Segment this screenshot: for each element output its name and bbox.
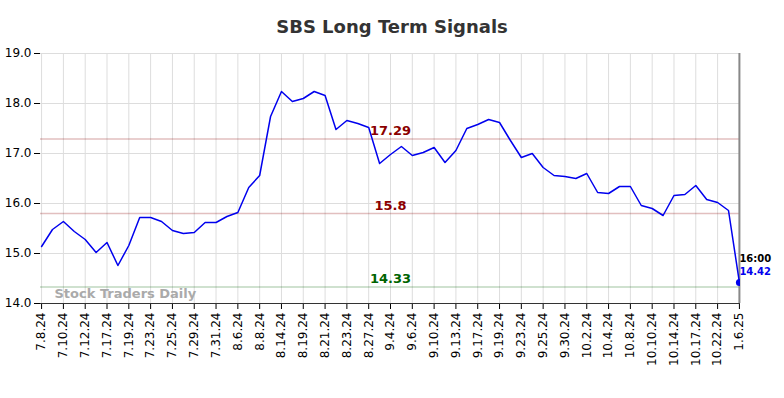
svg-text:7.25.24: 7.25.24 <box>165 313 179 359</box>
svg-text:7.10.24: 7.10.24 <box>56 313 70 359</box>
svg-text:7.8.24: 7.8.24 <box>34 313 48 351</box>
svg-text:17.29: 17.29 <box>370 123 411 138</box>
svg-text:9.6.24: 9.6.24 <box>405 313 419 351</box>
svg-text:9.13.24: 9.13.24 <box>449 313 463 359</box>
svg-text:8.27.24: 8.27.24 <box>362 313 376 359</box>
svg-text:14.33: 14.33 <box>370 271 411 286</box>
svg-text:19.0: 19.0 <box>5 46 32 60</box>
svg-text:16.0: 16.0 <box>5 196 32 210</box>
svg-text:7.19.24: 7.19.24 <box>122 313 136 359</box>
svg-text:16:00: 16:00 <box>739 253 771 264</box>
svg-text:10.17.24: 10.17.24 <box>689 313 703 366</box>
svg-text:9.30.24: 9.30.24 <box>558 313 572 359</box>
svg-text:7.29.24: 7.29.24 <box>187 313 201 359</box>
svg-text:9.25.24: 9.25.24 <box>536 313 550 359</box>
html-text:SBS Long Term Signals: SBS Long Term Signals <box>276 16 508 37</box>
svg-text:10.10.24: 10.10.24 <box>645 313 659 366</box>
svg-text:14.0: 14.0 <box>5 296 32 310</box>
svg-text:8.14.24: 8.14.24 <box>274 313 288 359</box>
svg-text:7.31.24: 7.31.24 <box>209 313 223 359</box>
svg-text:14.42: 14.42 <box>739 266 771 277</box>
svg-text:15.0: 15.0 <box>5 246 32 260</box>
svg-text:10.8.24: 10.8.24 <box>623 313 637 359</box>
svg-text:9.10.24: 9.10.24 <box>427 313 441 359</box>
svg-text:7.17.24: 7.17.24 <box>100 313 114 359</box>
svg-text:9.23.24: 9.23.24 <box>514 313 528 359</box>
svg-text:8.21.24: 8.21.24 <box>318 313 332 359</box>
svg-text:10.14.24: 10.14.24 <box>667 313 681 366</box>
svg-text:7.23.24: 7.23.24 <box>143 313 157 359</box>
svg-text:9.17.24: 9.17.24 <box>471 313 485 359</box>
svg-text:10.2.24: 10.2.24 <box>580 313 594 359</box>
svg-text:8.19.24: 8.19.24 <box>296 313 310 359</box>
svg-text:10.22.24: 10.22.24 <box>710 313 724 366</box>
svg-text:1.6.25: 1.6.25 <box>732 313 746 351</box>
svg-text:Stock Traders Daily: Stock Traders Daily <box>55 286 197 301</box>
svg-text:9.4.24: 9.4.24 <box>383 313 397 351</box>
svg-text:18.0: 18.0 <box>5 96 32 110</box>
svg-text:15.8: 15.8 <box>374 198 406 213</box>
svg-text:8.6.24: 8.6.24 <box>231 313 245 351</box>
svg-text:7.12.24: 7.12.24 <box>78 313 92 359</box>
svg-text:8.8.24: 8.8.24 <box>252 313 266 351</box>
svg-text:8.23.24: 8.23.24 <box>340 313 354 359</box>
svg-text:10.4.24: 10.4.24 <box>601 313 615 359</box>
svg-text:17.0: 17.0 <box>5 146 32 160</box>
svg-text:9.19.24: 9.19.24 <box>492 313 506 359</box>
